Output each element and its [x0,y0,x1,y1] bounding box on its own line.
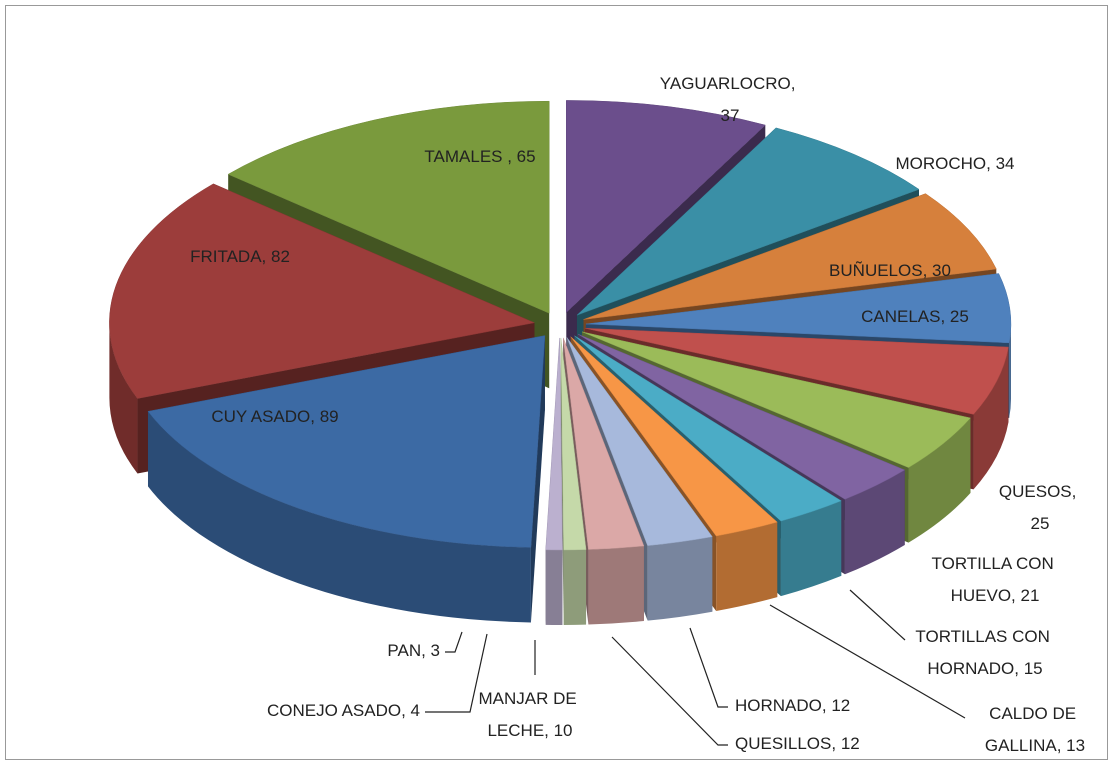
slice-top [570,336,778,537]
slice-top [560,337,587,551]
leader-line [849,589,906,641]
data-label: BUÑUELOS, 30 [829,261,951,280]
data-label: CONEJO ASADO, 4 [267,701,420,720]
slice-side [647,536,713,621]
leader-line [769,604,966,719]
data-label: FRITADA, 82 [190,247,290,266]
slice-side [1009,324,1011,418]
data-label-line: TAMALES , 65 [424,147,535,166]
data-label: CUY ASADO, 89 [211,407,338,426]
data-label: MOROCHO, 34 [895,154,1014,173]
slice [147,335,546,623]
slice-side [844,469,905,575]
slice-top [581,331,971,468]
data-label-line: PAN, 3 [387,641,440,660]
data-label: YAGUARLOCRO, 37 [660,74,800,125]
data-label-line: GALLINA, 13 [985,736,1085,755]
data-label-line: YAGUARLOCRO, [660,74,800,93]
data-label: TAMALES , 65 [424,147,535,166]
data-label: CANELAS, 25 [861,307,969,326]
data-label-line: CONEJO ASADO, 4 [267,701,420,720]
data-label: HORNADO, 12 [735,696,850,715]
data-label: TORTILLA CON HUEVO, 21 [932,554,1059,605]
slice-top [585,328,1009,415]
slice-side [716,522,778,612]
slice [545,337,563,625]
leader-line [425,633,488,713]
data-label: PAN, 3 [387,641,440,660]
data-label-line: FRITADA, 82 [190,247,290,266]
slice [560,337,587,625]
leader-line [689,627,728,708]
data-label-line: BUÑUELOS, 30 [829,261,951,280]
data-label-line: CUY ASADO, 89 [211,407,338,426]
data-label-line: 25 [1031,514,1050,533]
data-label: TORTILLAS CON HORNADO, 15 [915,627,1054,678]
data-label-line: MANJAR DE [479,689,582,708]
slice-side [780,500,842,597]
slice-side [147,411,531,623]
slice-side [563,549,587,625]
slice-side [908,417,971,543]
slice-top [574,335,842,522]
slice-top [227,100,550,314]
data-label-line: CALDO DE [989,704,1081,723]
data-label-line: QUESOS, [999,482,1081,501]
slice-top [562,337,645,550]
data-label: QUESILLOS, 12 [735,734,860,753]
data-label: CALDO DE GALLINA, 13 [985,704,1085,755]
slice-top [109,183,536,399]
data-label-line: MOROCHO, 34 [895,154,1014,173]
data-label-line: LECHE, 10 [487,721,572,740]
slice-side [109,322,138,474]
slice-side [588,546,644,625]
slice-top [545,337,563,551]
slice-top [583,193,997,320]
slice-top [576,127,920,316]
data-label-line: TORTILLAS CON [915,627,1054,646]
leader-line [611,636,728,746]
slice-side [545,549,563,625]
slice-top [585,273,1012,344]
slice-top [566,100,766,313]
data-label-line: 37 [721,106,740,125]
data-label-line: HORNADO, 12 [735,696,850,715]
data-label-line: HUEVO, 21 [951,586,1040,605]
slice-side [973,347,1009,490]
data-label-line: CANELAS, 25 [861,307,969,326]
leader-line [445,631,463,653]
data-label-line: QUESILLOS, 12 [735,734,860,753]
data-label: QUESOS, 25 [999,482,1081,533]
slice-top [147,335,546,548]
slice-top [566,337,713,546]
slice-top [578,334,906,500]
data-label-line: TORTILLA CON [932,554,1059,573]
data-label: MANJAR DE LECHE, 10 [479,689,582,740]
data-label-line: HORNADO, 15 [927,659,1042,678]
